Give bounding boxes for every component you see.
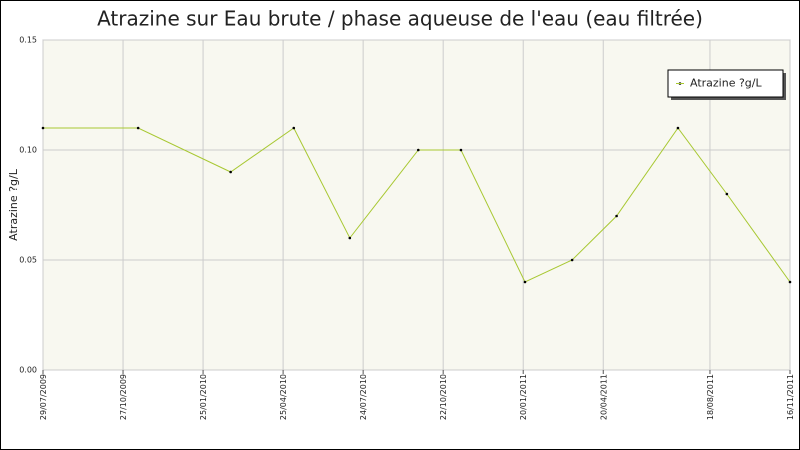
- point: [788, 280, 792, 284]
- point: [416, 148, 420, 152]
- y-tick-label: 0.00: [19, 366, 37, 375]
- chart-title: Atrazine sur Eau brute / phase aqueuse d…: [97, 7, 703, 31]
- point: [676, 126, 680, 130]
- y-tick-label: 0.05: [19, 256, 37, 265]
- point: [523, 280, 527, 284]
- x-tick-label: 24/07/2010: [359, 374, 368, 420]
- marks: [41, 126, 792, 284]
- legend-label: Atrazine ?g/L: [690, 77, 763, 90]
- y-tick-label: 0.15: [19, 36, 37, 45]
- x-tick-label: 18/08/2011: [706, 374, 715, 420]
- y-tick-label: 0.10: [19, 146, 37, 155]
- point: [459, 148, 463, 152]
- point: [348, 236, 352, 240]
- point: [41, 126, 45, 130]
- y-axis-label: Atrazine ?g/L: [7, 168, 20, 241]
- x-tick-label: 20/01/2011: [519, 374, 528, 420]
- point: [229, 170, 232, 174]
- point: [570, 258, 574, 262]
- plot-area: [42, 39, 791, 371]
- point: [725, 192, 729, 196]
- point: [292, 126, 296, 130]
- point: [136, 126, 140, 130]
- x-tick-label: 25/01/2010: [199, 374, 208, 420]
- x-tick-label: 16/11/2011: [786, 374, 795, 420]
- point: [615, 214, 618, 218]
- x-tick-label: 22/10/2010: [439, 374, 448, 420]
- x-tick-label: 29/07/2009: [39, 374, 48, 420]
- x-tick-label: 25/04/2010: [279, 374, 288, 420]
- legend: [667, 69, 784, 98]
- x-tick-label: 27/10/2009: [119, 374, 128, 420]
- x-tick-label: 20/04/2011: [599, 374, 608, 420]
